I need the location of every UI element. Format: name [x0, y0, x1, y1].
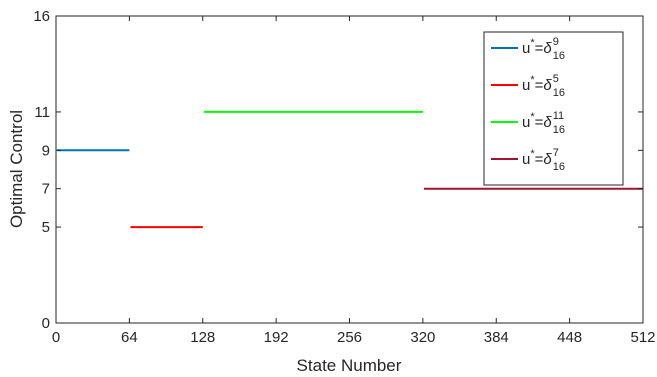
- legend-delta-2: δ: [543, 77, 552, 94]
- y-tick-label: 16: [33, 8, 50, 25]
- legend-u-3: u: [522, 114, 530, 131]
- x-tick-label: 448: [557, 329, 582, 346]
- legend-delta-3: δ: [543, 114, 552, 131]
- legend-label-2: u*=δ: [522, 74, 552, 94]
- legend-superscript-1: 9: [553, 36, 559, 48]
- legend-u-1: u: [522, 40, 530, 57]
- legend-u-2: u: [522, 77, 530, 94]
- legend-delta-4: δ: [543, 151, 552, 168]
- x-tick-label: 256: [337, 329, 362, 346]
- x-tick-label: 128: [190, 329, 215, 346]
- x-tick-label: 320: [410, 329, 435, 346]
- y-tick-label: 5: [42, 219, 50, 236]
- legend-eq-4: =: [535, 151, 544, 168]
- legend-subscript-3: 16: [553, 124, 565, 136]
- x-tick-label: 0: [52, 329, 60, 346]
- legend-eq-1: =: [535, 40, 544, 57]
- legend-star-4: *: [530, 148, 535, 160]
- series-layer: [57, 110, 643, 229]
- x-axis-label: State Number: [297, 356, 402, 375]
- y-tick-label: 7: [42, 181, 50, 198]
- x-tick-label: 384: [484, 329, 509, 346]
- y-axis-label: Optimal Control: [7, 110, 26, 228]
- legend-label-1: u*=δ: [522, 37, 552, 57]
- legend-subscript-1: 16: [553, 50, 565, 62]
- x-tick-label: 512: [630, 329, 655, 346]
- legend-star-3: *: [530, 111, 535, 123]
- legend-superscript-4: 7: [553, 147, 559, 159]
- y-ticks: 0 5 7 9 11 16: [33, 8, 643, 332]
- x-tick-label: 192: [264, 329, 289, 346]
- legend-eq-3: =: [535, 114, 544, 131]
- legend-delta-1: δ: [543, 40, 552, 57]
- legend-u-4: u: [522, 151, 530, 168]
- y-tick-label: 0: [42, 315, 50, 332]
- legend-subscript-2: 16: [553, 87, 565, 99]
- legend-eq-2: =: [535, 77, 544, 94]
- legend-superscript-2: 5: [553, 73, 559, 85]
- legend-superscript-3: 11: [553, 110, 564, 122]
- legend-star-1: *: [530, 37, 535, 49]
- x-ticks: 0 64 128 192 256 320 384 448 512: [52, 16, 656, 346]
- legend-subscript-4: 16: [553, 161, 565, 173]
- x-tick-label: 64: [121, 329, 138, 346]
- y-tick-label: 11: [34, 104, 50, 121]
- legend-star-2: *: [530, 74, 535, 86]
- legend-label-3: u*=δ: [522, 111, 552, 131]
- y-tick-label: 9: [42, 142, 50, 159]
- legend-label-4: u*=δ: [522, 148, 552, 168]
